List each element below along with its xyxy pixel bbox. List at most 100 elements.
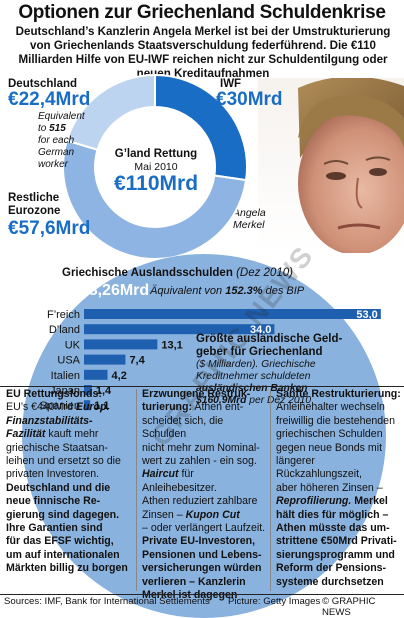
col2-line: – oder verlängert Laufzeit. [142,522,266,535]
portrait-illustration [258,78,404,253]
col1-line: neue finnische Re- [6,495,101,508]
debt-label: Griechische Auslandsschulden (Dez 2010) [62,267,293,279]
col3-line: aber höheren Zinsen – [276,481,383,494]
donut-chart [62,73,248,260]
footer-sources: Sources: IMF, Bank for International Set… [4,596,210,607]
bar-category-label: D’land [49,324,80,336]
debt-label-text: Griechische Auslandsschulden [62,267,233,279]
bar-6 [84,400,91,411]
col2-line: Kupon Cut [185,508,240,521]
footer-picture-credit: Picture: Getty Images [228,596,321,607]
bar-value-label: 1,4 [96,385,112,397]
donut-segment-rest [62,139,248,260]
debt-note: Äquivalent von 152.3% des BIP [150,285,304,297]
col1-line: kauft mehr [48,428,99,441]
bar-category-label: USA [57,355,80,367]
rest-label-line: Eurozone [8,205,61,217]
col1-line: leihen und ersetzt so die [6,455,121,468]
col2-line: verlieren – Kanzlerin [142,575,246,588]
bar-value-label: 13,1 [161,339,182,351]
col2-line: Athen reduziert zahlbare [142,495,258,508]
germany-note-line: worker [38,159,69,170]
bar-4 [84,369,108,380]
imf-label: IWF [220,78,242,90]
debt-note-pct: 152.3% [225,285,263,297]
bar-value-label: 34,0 [250,324,271,336]
bar-value-label: 7,4 [129,355,145,367]
col1-line: Fazilität [6,428,46,441]
col1-line: gierung sind dagegen. [6,508,120,521]
col2-line: Haircut [142,468,179,481]
column-soft-restructuring: Sanfte Restrukturierung: Anleihehalter w… [276,388,402,589]
germany-note-number: 515 [49,123,66,134]
germany-note-line: for each [38,135,75,146]
bar-value-label: 4,2 [112,370,127,382]
col3-line: Athen müsste das um- [276,522,390,535]
col3-line: Anleihehalter wechseln [276,401,385,414]
bar-0 [84,309,381,319]
chart-subtitle-line: Kreditnehmer schuldeten [196,371,311,382]
col2-line: Merkel ist dagegen [142,589,238,602]
col1-line: Europ. [75,401,110,414]
col1-line: Finanzstabilitäts- [6,414,93,427]
divider [0,386,404,387]
col2-line: scheidet sich, die Schulden [142,414,224,441]
chart-subtitle-amount: $160,9Mrd [196,395,247,406]
col2-line: für Anleihebesitzer. [142,468,217,494]
bar-value-label: 53,0 [356,309,377,321]
divider [270,389,271,591]
col1-line: um auf internationalen [6,548,120,561]
chart-title-line: geber für Griechenland [196,346,323,358]
footer-copyright: © GRAPHIC NEWS [322,596,376,618]
col1-line: privaten Investoren. [6,468,100,481]
col2-line: Private EU-Investoren, [142,535,256,548]
col3-line: strittene €50Mrd Privati- [276,535,397,548]
col1-line: Märkten billig zu borgen [6,562,128,575]
column-forced-restructuring: Erzwungene Restruk- turierung: Athen ent… [142,388,268,603]
bar-category-label: F’reich [47,309,80,321]
col3-line: griechischen Schulden [276,428,383,441]
merkel-photo [258,78,404,253]
col3-line: Merkel [354,495,388,508]
col3-line: Reprofilierung. [276,495,352,508]
germany-note-line: to [38,123,47,134]
col2-heading: Erzwungene Restruk- [142,388,251,400]
col2-line: versicherungen würden [142,562,262,575]
rest-eurozone-label: Restliche Eurozone [8,192,60,218]
bar-2 [84,339,158,350]
donut-center-date: Mai 2010 [134,161,178,173]
bar-category-label: Italien [51,370,80,382]
germany-value: €22,4Mrd [8,89,91,110]
page-title: Optionen zur Griechenland Schuldenkrise [18,2,386,23]
debt-note-post: des BIP [265,285,305,297]
bar-3 [84,354,126,365]
col1-line: griechische Staatsan- [6,441,108,454]
col3-line: Reform der Pensions- [276,562,387,575]
bar-1 [84,324,275,335]
col1-line: Ihre Garantien sind [6,522,103,535]
col3-line: sierungsprogramm und [276,548,395,561]
chart-subtitle-line: ausländischen Banken [196,383,308,394]
divider [136,389,137,591]
col3-line: längerer Rückzahlungszeit, [276,455,362,481]
bar-category-label: Japan [50,385,80,397]
col3-line: systeme durchsetzen [276,575,384,588]
col3-line: hält dies für möglich – [276,508,389,521]
chart-title-line: Größte ausländische Geld- [196,333,343,345]
col2-line: nicht mehr zum Nominal- [142,441,260,454]
debt-label-date: (Dez 2010) [236,267,293,279]
donut-center-value: €110Mrd [113,172,199,195]
bar-category-label: UK [65,339,81,351]
bar-value-label: 1,1 [94,400,109,412]
chart-subtitle-date: per Dez 2010 [249,395,312,406]
bar-5 [84,385,92,395]
germany-note-line: German [38,147,75,158]
donut-segment-de [65,73,156,152]
col1-heading: EU Rettungsfonds: [6,388,102,400]
col2-line: Pensionen und Lebens- [142,548,262,561]
caption-line-1: Angela [233,207,266,219]
bar-category-label: Spanien [40,400,80,412]
rest-label-line: Restliche [8,192,60,204]
germany-note-line: Equivalent [38,111,85,122]
col1-line: EU’s €440Mrd [6,401,73,414]
